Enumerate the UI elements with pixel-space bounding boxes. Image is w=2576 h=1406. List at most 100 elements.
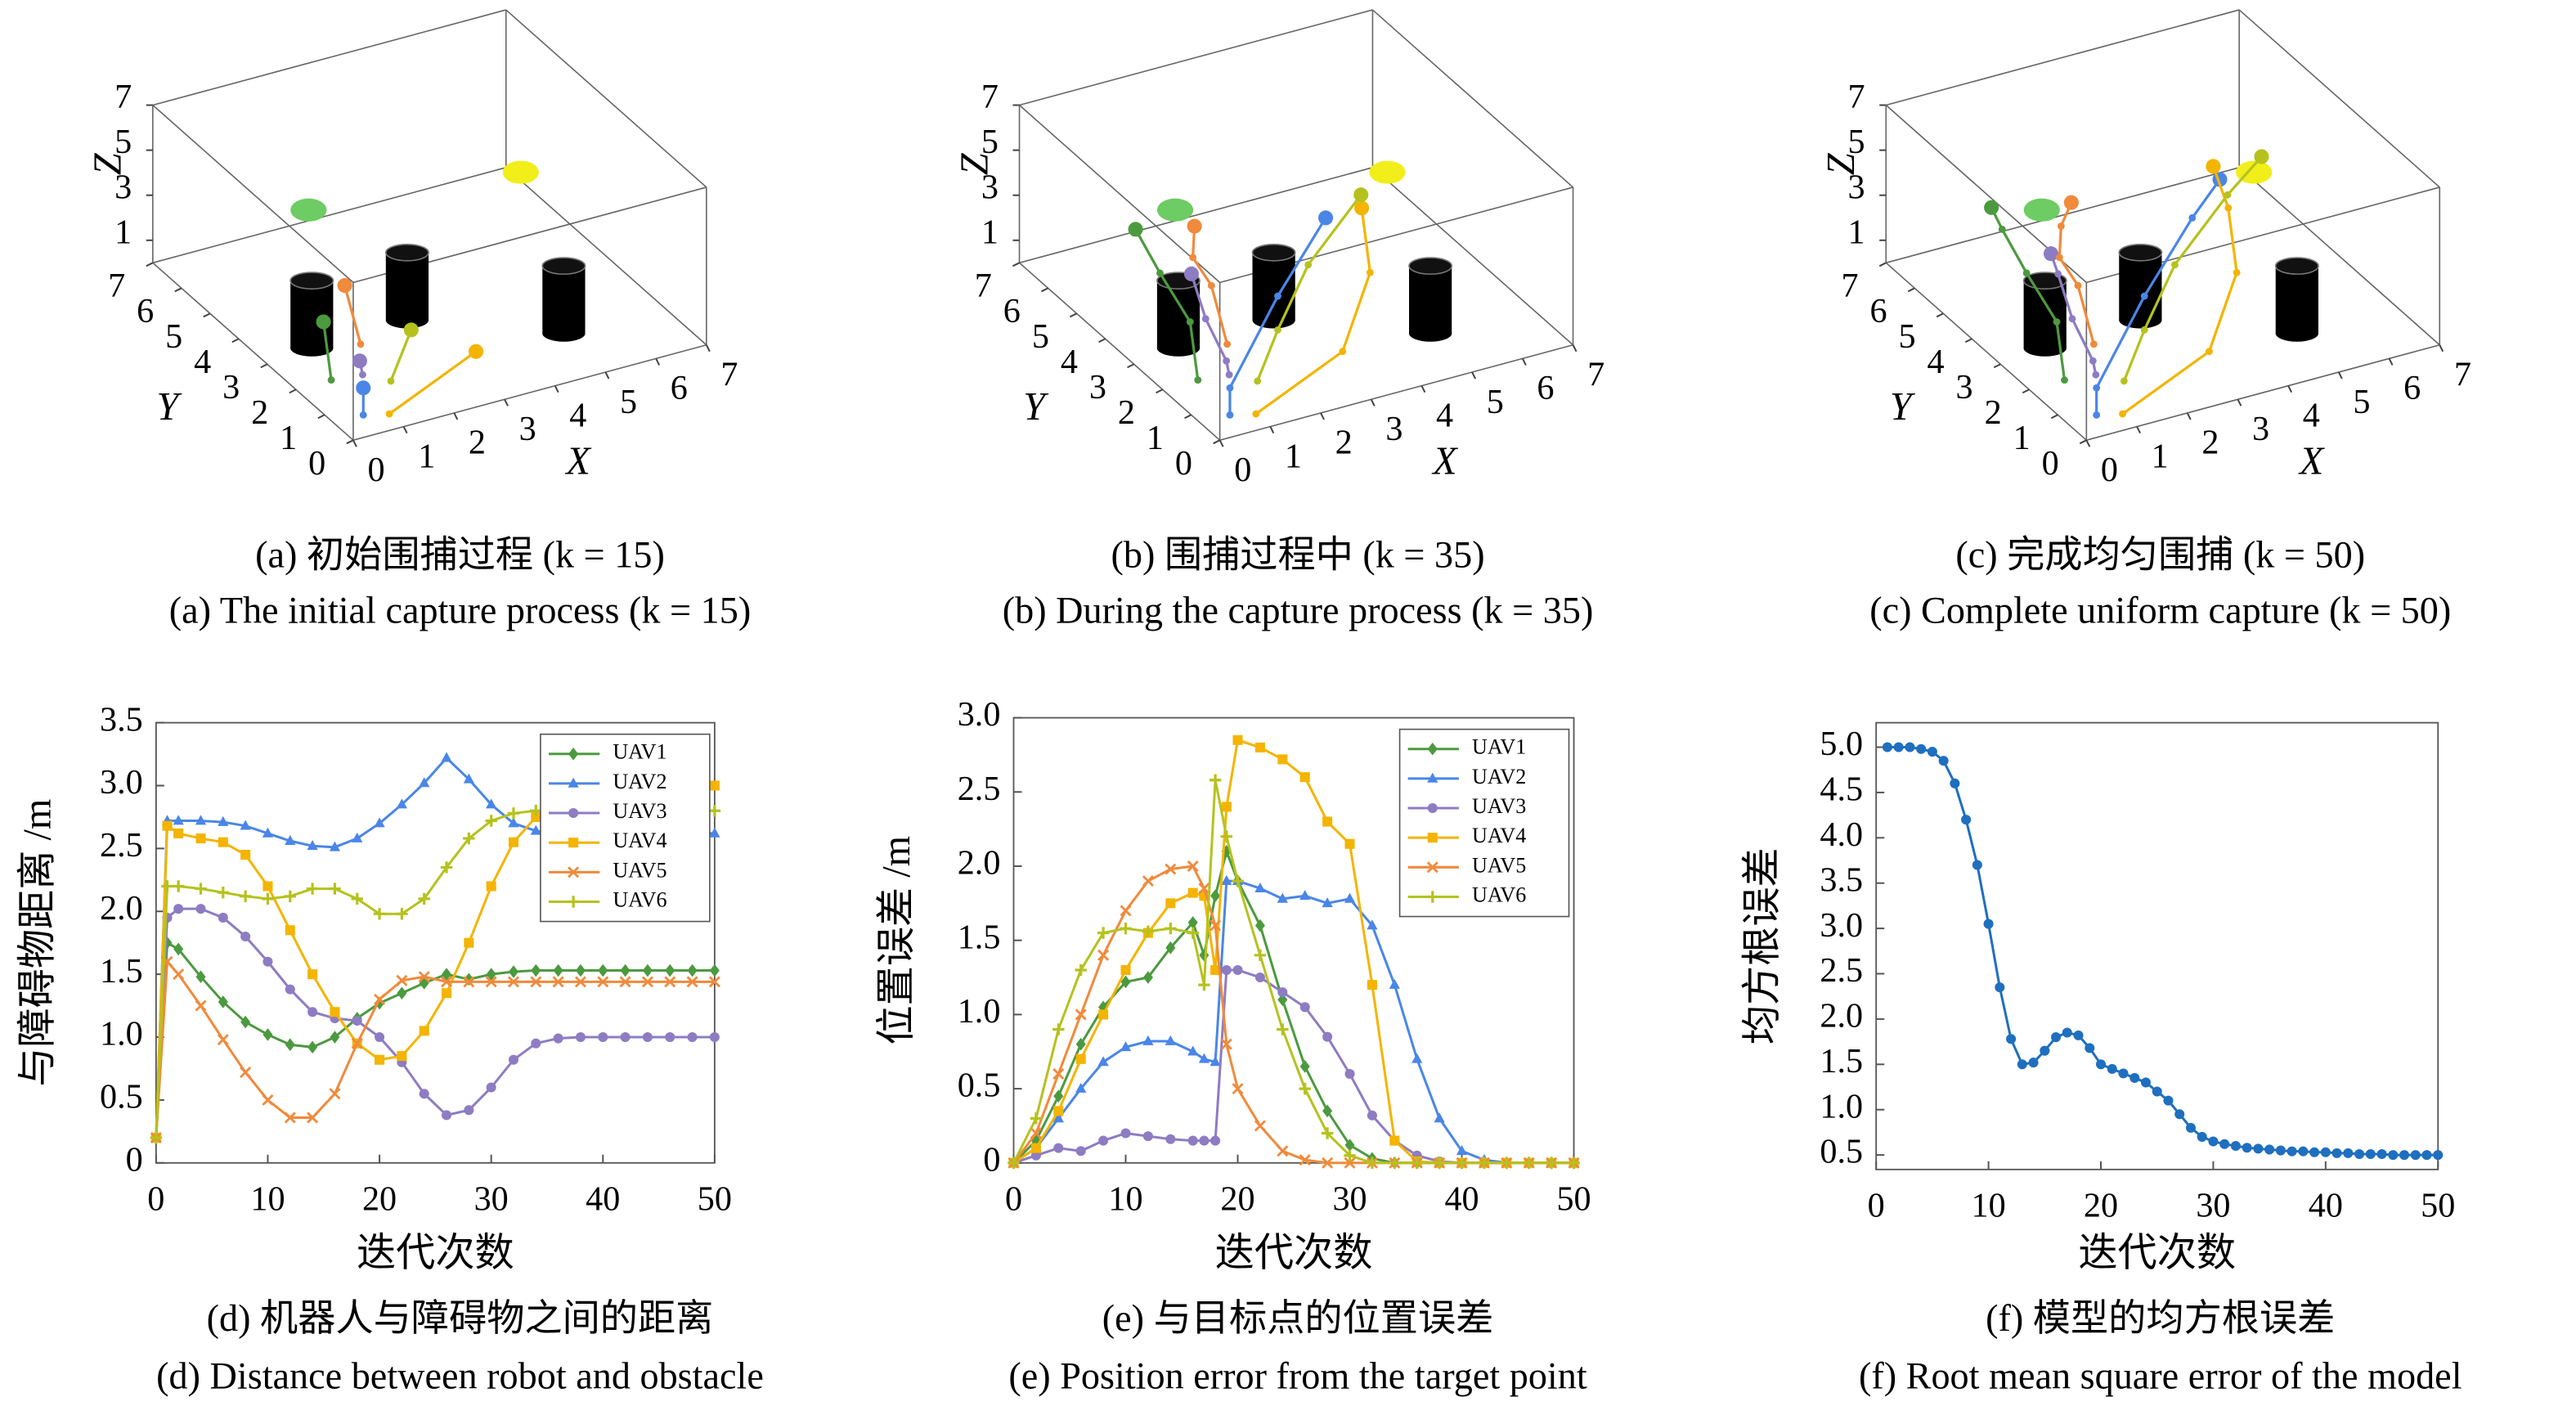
- trajectory-point: [2093, 411, 2101, 419]
- caption-cn: (e) 与目标点的位置误差: [1102, 1297, 1494, 1339]
- marker: [2354, 1148, 2365, 1160]
- marker: [620, 1031, 631, 1043]
- y-tick-label: 6: [137, 292, 154, 330]
- trajectory: [1190, 273, 1231, 375]
- marker: [1187, 927, 1199, 939]
- marker: [687, 1031, 698, 1043]
- marker: [463, 773, 474, 784]
- trajectory-point: [2089, 357, 2097, 365]
- marker: [1075, 1053, 1086, 1064]
- marker: [486, 968, 496, 981]
- marker: [2376, 1148, 2387, 1160]
- marker: [1198, 1053, 1210, 1063]
- x-tick-label: 7: [2454, 356, 2471, 394]
- y-tick-label: 6: [1003, 292, 1021, 330]
- x-tick-label: 0: [147, 1180, 164, 1219]
- y-tick-mark: [231, 338, 240, 344]
- z-tick-label: 1: [1848, 213, 1865, 251]
- marker: [374, 993, 386, 1005]
- marker: [1097, 1056, 1109, 1067]
- marker: [161, 880, 173, 892]
- marker: [1434, 1112, 1445, 1123]
- y-tick-label: 4.0: [1820, 815, 1863, 854]
- marker: [307, 1007, 318, 1017]
- trajectory-point: [1304, 261, 1313, 269]
- trajectory-point: [2061, 376, 2068, 384]
- y-tick-label: 4: [1928, 343, 1945, 381]
- marker: [1187, 1045, 1199, 1056]
- marker: [262, 1094, 274, 1106]
- x-tick-label: 2: [1335, 424, 1353, 462]
- x-tick-label: 4: [569, 396, 586, 434]
- y-tick-label: 1.0: [100, 1015, 143, 1053]
- trajectory-point: [2120, 377, 2128, 385]
- legend-label: UAV6: [1472, 883, 1526, 906]
- y-tick-label: 3.0: [1820, 906, 1863, 945]
- marker: [642, 964, 653, 977]
- y-tick-label: 2: [1118, 393, 1135, 432]
- y-tick-label: 6: [1870, 292, 1887, 330]
- marker: [598, 1031, 608, 1043]
- trajectory-point: [2233, 268, 2241, 276]
- marker: [442, 968, 452, 981]
- y-tick-label: 3.5: [1820, 860, 1863, 899]
- legend-label: UAV6: [613, 887, 666, 911]
- marker: [442, 988, 452, 999]
- marker: [1120, 922, 1132, 935]
- x-tick-mark: [504, 398, 509, 407]
- x-tick-mark: [2287, 385, 2293, 393]
- y-tick-label: 2: [251, 393, 268, 432]
- marker: [2219, 1139, 2230, 1149]
- x-tick-mark: [655, 357, 661, 366]
- x-tick-mark: [1572, 344, 1577, 353]
- plot-frame: [1875, 721, 2439, 1170]
- marker: [1142, 875, 1154, 887]
- y-axis-label: 均方根误差: [1741, 847, 1784, 1044]
- marker: [419, 1089, 429, 1099]
- box-edge: [1885, 262, 2087, 441]
- marker: [2129, 1072, 2140, 1083]
- x-tick-label: 40: [1444, 1180, 1479, 1219]
- trajectory-point: [2171, 261, 2179, 269]
- trajectory-point: [1223, 357, 1231, 365]
- x-tick-mark: [554, 385, 559, 393]
- x-tick-mark: [2136, 426, 2141, 434]
- marker: [664, 976, 676, 988]
- y-tick-label: 4.5: [1820, 770, 1863, 809]
- marker: [1075, 1037, 1086, 1051]
- marker: [531, 811, 541, 822]
- marker: [531, 964, 541, 977]
- trajectory-point: [385, 410, 393, 418]
- series-line: [1887, 746, 2439, 1157]
- obstacle-top: [1408, 257, 1453, 275]
- x-tick-label: 30: [2196, 1187, 2230, 1225]
- marker: [553, 964, 563, 977]
- y-tick-mark: [1993, 363, 2001, 369]
- marker: [1950, 778, 1960, 788]
- uav-position: [2043, 246, 2059, 262]
- marker: [1344, 1157, 1356, 1169]
- legend-label: UAV4: [613, 829, 666, 852]
- marker: [2107, 1063, 2117, 1074]
- marker: [2028, 1058, 2039, 1068]
- trajectory-point: [2092, 371, 2100, 379]
- marker: [2275, 1145, 2286, 1156]
- marker: [1165, 922, 1177, 935]
- marker: [307, 840, 318, 851]
- marker: [285, 984, 295, 995]
- marker: [1210, 1135, 1221, 1146]
- marker: [1098, 1000, 1109, 1014]
- marker: [641, 976, 653, 988]
- y-tick-label: 4: [194, 343, 211, 381]
- marker: [396, 798, 408, 809]
- y-tick-mark: [146, 262, 154, 267]
- marker: [530, 976, 542, 988]
- caption-cn: (a) 初始围捕过程 (k = 15): [255, 533, 665, 575]
- marker: [1199, 1135, 1209, 1146]
- marker: [1254, 973, 1265, 983]
- marker: [2264, 1144, 2275, 1155]
- marker: [1232, 734, 1243, 745]
- marker: [285, 834, 296, 845]
- x-tick-label: 5: [620, 383, 637, 421]
- box-edge: [1886, 9, 2240, 106]
